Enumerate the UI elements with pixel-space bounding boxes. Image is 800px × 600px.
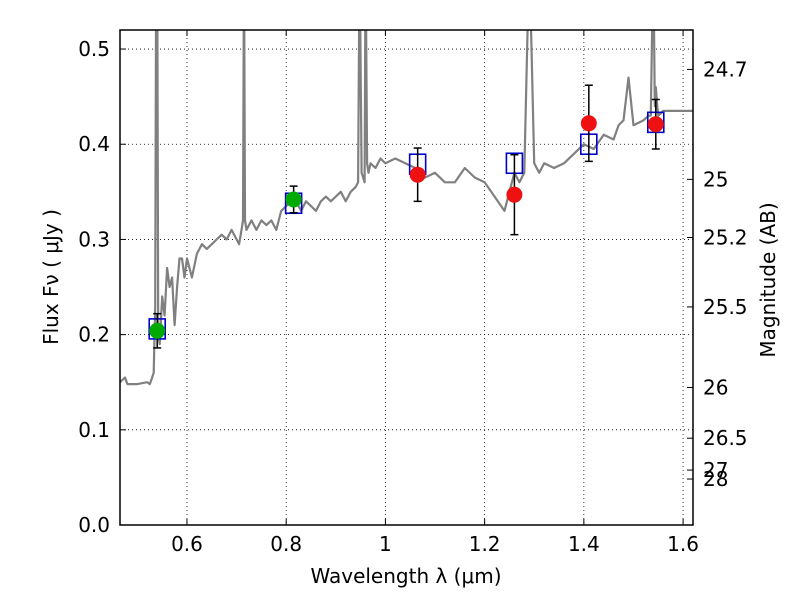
data-point — [409, 166, 426, 183]
y2-tick-label: 24.7 — [703, 57, 748, 81]
y-axis-label: Flux Fν ( μJy ) — [39, 209, 63, 345]
y2-tick-label: 25 — [703, 167, 728, 191]
data-point — [506, 186, 523, 203]
y2-tick-label: 27 — [703, 458, 728, 482]
y-tick-label: 0.3 — [78, 227, 110, 251]
y-tick-label: 0.1 — [78, 418, 110, 442]
data-point — [580, 115, 597, 132]
y2-axis-label: Magnitude (AB) — [756, 202, 780, 357]
data-point — [647, 116, 664, 133]
x-tick-label: 1.2 — [469, 532, 501, 556]
data-point — [149, 322, 166, 339]
grid — [120, 30, 693, 526]
y-tick-label: 0.4 — [78, 132, 110, 156]
x-tick-label: 1 — [379, 532, 392, 556]
y2-tick-label: 28 — [703, 467, 728, 491]
y-tick-label: 0.2 — [78, 323, 110, 347]
plot-background — [120, 30, 693, 525]
y2-tick-label: 26.5 — [703, 426, 748, 450]
x-tick-label: 1.6 — [667, 532, 699, 556]
x-axis-label: Wavelength λ (μm) — [310, 564, 501, 588]
data-point — [285, 191, 302, 208]
y2-tick-label: 26 — [703, 375, 728, 399]
x-tick-label: 0.8 — [270, 532, 302, 556]
plot-frame — [119, 29, 694, 526]
y-tick-label: 0.5 — [78, 37, 110, 61]
y2-tick-label: 25.2 — [703, 226, 748, 250]
x-tick-label: 1.4 — [568, 532, 600, 556]
y2-tick-label: 25.5 — [703, 295, 748, 319]
spectrum-line — [120, 30, 693, 386]
x-tick-label: 0.6 — [171, 532, 203, 556]
y-tick-label: 0.0 — [78, 513, 110, 537]
